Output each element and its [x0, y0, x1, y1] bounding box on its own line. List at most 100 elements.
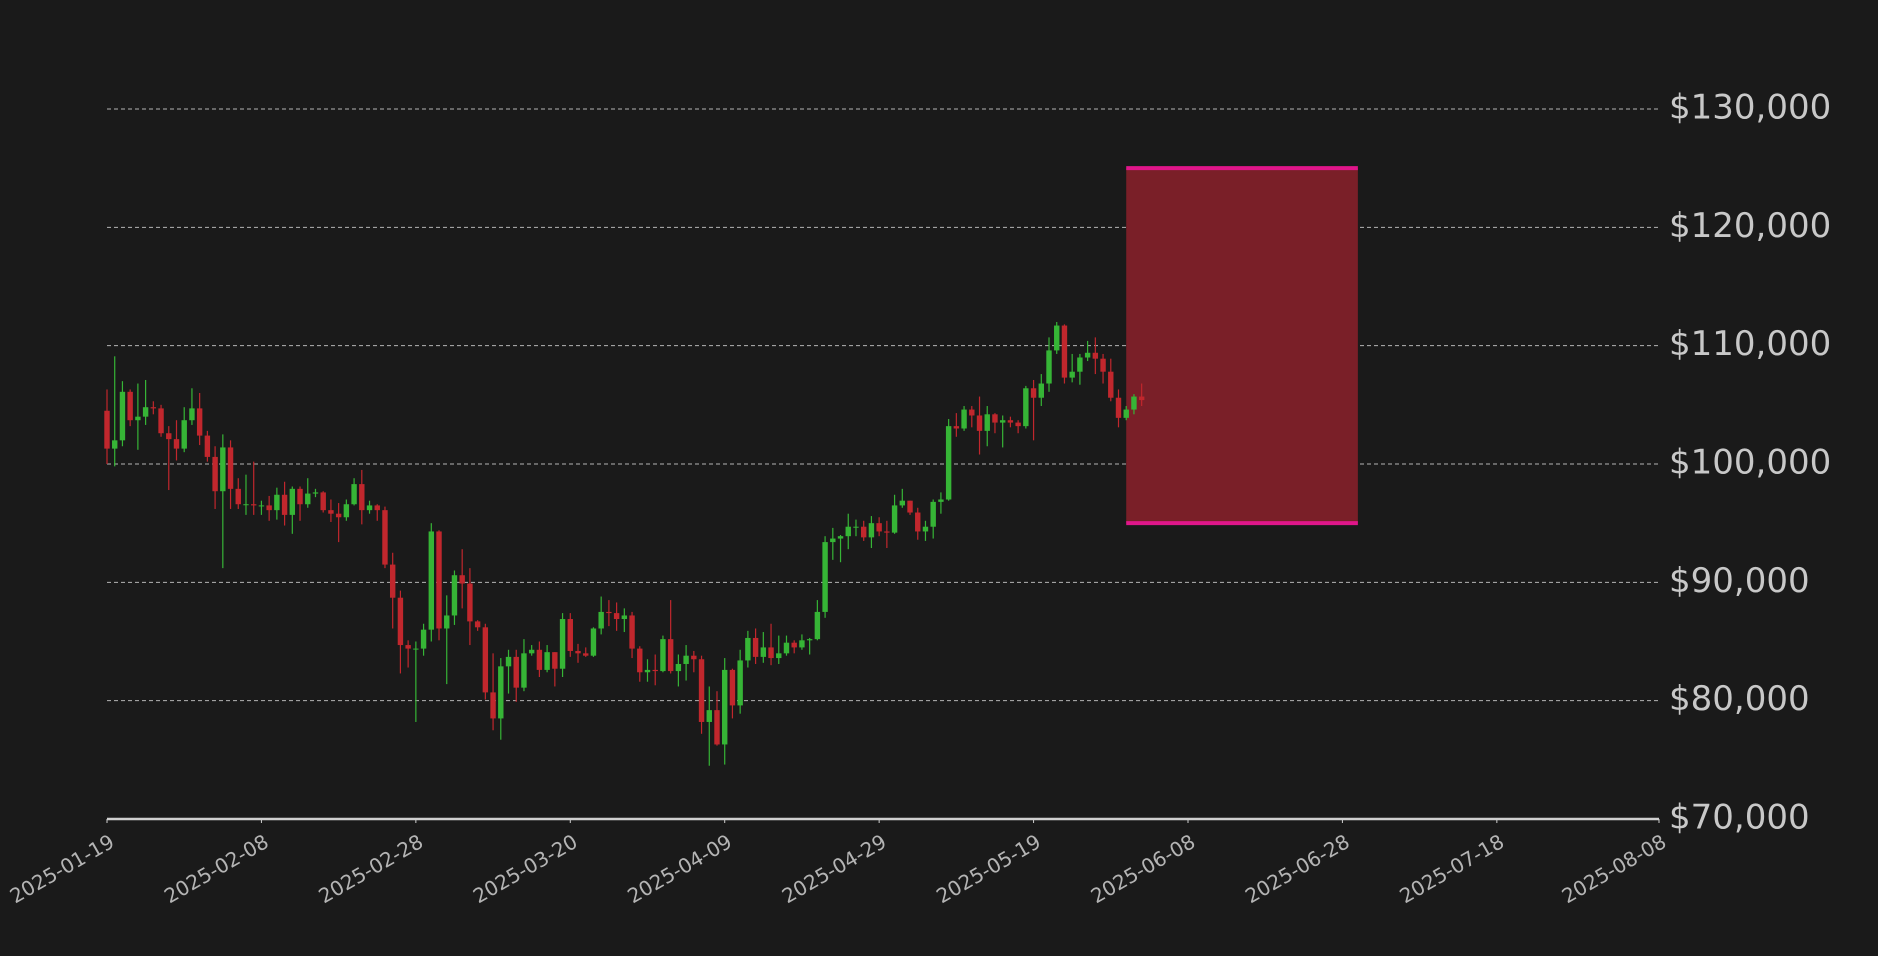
candle-body: [1054, 325, 1060, 351]
candle-body: [1046, 350, 1052, 384]
candle-body: [1023, 388, 1029, 427]
candle-body: [799, 640, 805, 648]
candle-body: [490, 692, 496, 719]
candle-body: [235, 488, 241, 505]
candle-body: [961, 409, 967, 429]
candle-body: [1108, 371, 1114, 398]
candle-body: [389, 564, 396, 598]
candle-body: [1131, 396, 1137, 410]
candle-body: [513, 656, 519, 688]
candle-body: [938, 499, 944, 502]
candle-body: [837, 536, 844, 539]
candle-body: [266, 505, 272, 511]
candle-body: [860, 526, 867, 538]
candle-body: [119, 391, 126, 441]
candle-body: [598, 611, 604, 629]
candle-body: [1061, 325, 1068, 378]
candle-body: [567, 619, 573, 651]
candle-body: [945, 426, 952, 500]
candle-body: [613, 613, 620, 620]
candle-body: [158, 408, 164, 434]
candle-body: [691, 655, 697, 660]
candle-body: [204, 435, 211, 457]
candle-body: [1030, 388, 1037, 398]
candle-body: [575, 650, 581, 654]
candle-body: [660, 639, 666, 672]
candle-body: [652, 669, 658, 672]
candle-body: [667, 639, 674, 672]
candle-body: [722, 669, 728, 745]
forecast-band: [1126, 168, 1358, 524]
candle-body: [359, 484, 365, 511]
candle-body: [328, 510, 334, 514]
candle-body: [189, 408, 195, 421]
candle-body: [683, 655, 689, 664]
candle-body: [127, 391, 133, 421]
candle-body: [196, 408, 203, 436]
candle-body: [845, 526, 851, 537]
y-tick-label: $90,000: [1669, 561, 1810, 601]
candle-body: [166, 433, 172, 440]
candle-body: [706, 710, 712, 722]
y-tick-label: $110,000: [1669, 324, 1831, 364]
candle-body: [760, 647, 767, 657]
candle-body: [976, 415, 983, 431]
candle-body: [305, 493, 311, 505]
candle-body: [274, 494, 280, 511]
candle-body: [822, 542, 828, 612]
candle-body: [320, 492, 326, 511]
candle-body: [444, 615, 450, 629]
candle-body: [768, 647, 774, 659]
candle-body: [583, 653, 589, 656]
candle-body: [1038, 383, 1044, 398]
candle-body: [459, 575, 465, 584]
candle-body: [498, 666, 504, 719]
candle-body: [629, 615, 635, 649]
candle-body: [104, 410, 110, 449]
candle-body: [227, 447, 234, 489]
candle-body: [806, 639, 813, 641]
y-tick-label: $120,000: [1669, 206, 1831, 246]
candle-body: [714, 710, 720, 745]
candle-body: [220, 447, 226, 492]
candle-body: [1100, 358, 1106, 372]
candle-body: [1069, 371, 1075, 378]
candle-body: [783, 642, 790, 654]
candle-body: [814, 611, 821, 640]
candle-body: [1092, 352, 1099, 359]
candle-body: [351, 484, 357, 505]
candle-body: [150, 407, 157, 409]
candle-body: [181, 420, 187, 449]
candle-body: [853, 526, 859, 528]
candle-body: [289, 488, 296, 515]
candle-body: [1123, 409, 1129, 418]
candle-body: [428, 531, 435, 630]
candle-body: [173, 439, 180, 449]
candle-body: [212, 456, 218, 492]
candle-body: [544, 652, 550, 670]
candle-body: [984, 414, 990, 431]
candle-body: [505, 656, 512, 667]
candle-body: [1007, 420, 1014, 423]
candle-body: [335, 513, 342, 518]
candle-body: [745, 637, 751, 661]
candle-body: [420, 629, 427, 649]
candle-body: [922, 526, 929, 532]
candle-body: [737, 660, 743, 706]
candle-body: [297, 488, 303, 505]
candle-body: [1084, 352, 1091, 358]
candle-body: [366, 505, 373, 511]
candle-body: [559, 619, 566, 669]
candle-body: [258, 505, 265, 507]
candle-body: [1138, 396, 1145, 401]
candle-body: [969, 409, 975, 416]
candle-body: [876, 523, 882, 532]
candle-body: [590, 628, 597, 656]
candle-body: [698, 659, 705, 722]
candle-body: [521, 653, 527, 688]
candle-body: [374, 505, 380, 511]
y-tick-label: $80,000: [1669, 679, 1810, 719]
candle-body: [791, 642, 797, 648]
candle-body: [868, 523, 875, 538]
candle-body: [999, 420, 1006, 423]
